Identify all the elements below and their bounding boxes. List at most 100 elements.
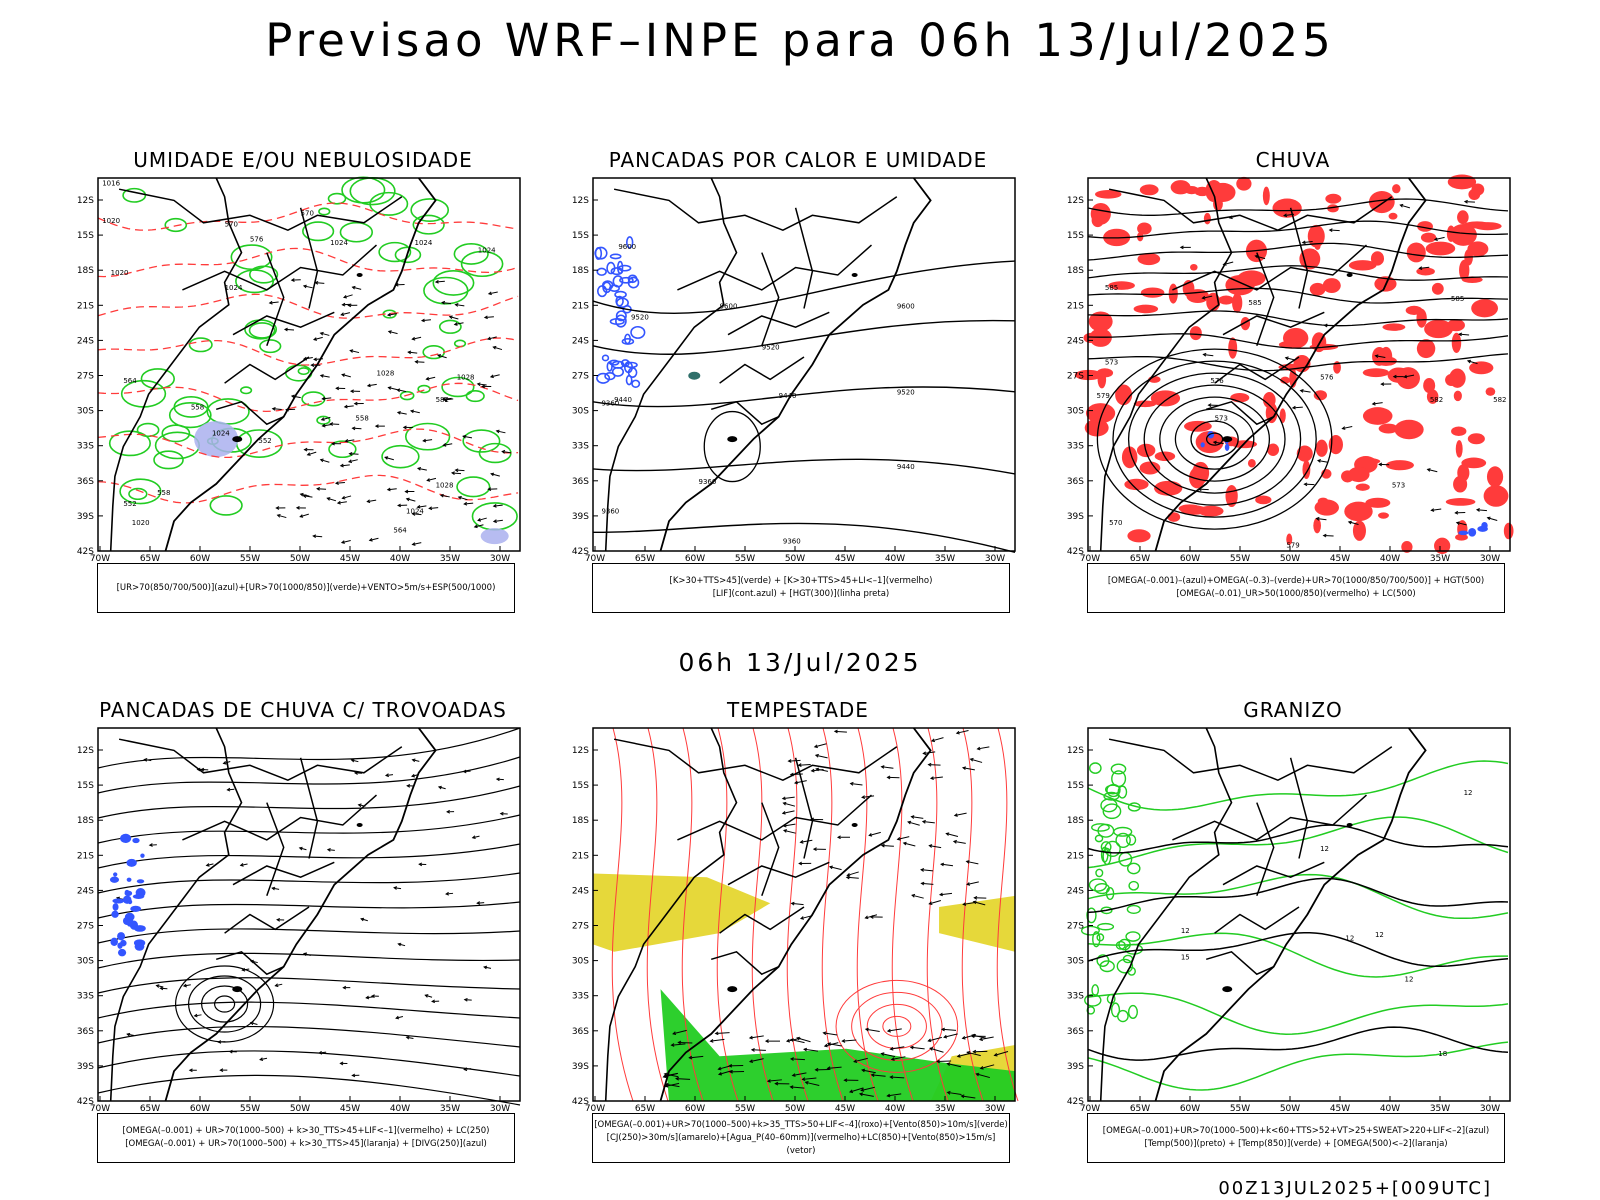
lat-tick-label: 21S [77, 851, 94, 861]
map-umidade: 1016 1020 1024 1020 1024 1024 1028 1028 1024 1024… [77, 176, 521, 564]
rain-red-area [1447, 319, 1465, 332]
contour-label: 558 [157, 489, 170, 497]
streamline-250 [213, 995, 236, 1013]
wind-vector [881, 1053, 896, 1058]
panel-granizo: GRANIZO 12 12 12 12 15 18 12 12 12S 15S 18S 21S 24S 2… [1058, 698, 1528, 1178]
wind-vector [940, 1027, 945, 1032]
wind-vector [352, 427, 362, 430]
wind-vector [384, 456, 389, 460]
wind-vector [966, 1051, 971, 1055]
wind-vector [421, 319, 431, 322]
temp850-green-contour [1092, 931, 1101, 948]
wind-vector [388, 387, 398, 391]
rain-red-area [1365, 497, 1391, 508]
wind-vector [671, 1043, 686, 1046]
streamline-arrow [405, 1035, 410, 1040]
rain-red-area [1453, 390, 1462, 402]
temp850-green-contour [1100, 906, 1113, 915]
wind-vector [942, 1028, 957, 1031]
wind-vector [962, 1034, 977, 1039]
east-coastline [659, 177, 932, 552]
wind-vector [783, 802, 796, 807]
wind-vector [492, 519, 497, 524]
wind-vector [749, 1035, 764, 1039]
temp850-green-contour [1094, 834, 1104, 843]
wind-vector [804, 1048, 819, 1052]
streamline-arrow [205, 863, 210, 867]
lat-tick-label: 12S [77, 196, 94, 206]
wind-vector [335, 386, 340, 391]
panel-title: GRANIZO [1243, 698, 1343, 722]
wind-vector [962, 902, 967, 906]
state-border [232, 861, 335, 886]
wind-vector [331, 441, 335, 446]
divergence-blue-area [117, 932, 126, 941]
lon-tick-label: 65W [140, 554, 160, 564]
wind-vector [865, 914, 878, 919]
streamline-arrow [397, 942, 402, 947]
wind-vector [300, 513, 309, 518]
wind850-green-area [660, 989, 1015, 1101]
lon-tick-label: 55W [240, 554, 260, 564]
rain-red-area [1127, 529, 1151, 543]
lagoon [727, 436, 738, 443]
streamline-arrow [1486, 516, 1491, 521]
wind-vector [493, 519, 503, 522]
legend-line: [CJ(250)>30m/s](amarelo)+[Agua_P(40–60mm… [606, 1132, 996, 1156]
rain-red-area [1370, 251, 1385, 266]
lagoon [232, 986, 243, 993]
lat-tick-label: 30S [77, 957, 94, 967]
wind-vector [341, 540, 351, 544]
divergence-blue-area [124, 912, 135, 922]
lat-tick-label: 42S [77, 1097, 94, 1107]
wind-vector [454, 468, 459, 473]
wind-vector [348, 451, 353, 456]
wind-vector [404, 489, 409, 494]
streamline-arrow [156, 985, 164, 988]
rain-red-area [1237, 270, 1266, 287]
thickness-red-dashed [97, 293, 519, 319]
lon-tick-label: 50W [1280, 1104, 1300, 1114]
streamline-arrow [155, 984, 160, 988]
streamline-arrow [276, 917, 281, 922]
streamline-arrow [200, 767, 205, 772]
wind-vector [929, 776, 934, 780]
streamline-arrow [499, 811, 504, 816]
west-coastline [109, 727, 243, 1102]
wind-vector [799, 840, 804, 844]
wind-vector [946, 1062, 951, 1066]
wind-vector [299, 492, 304, 497]
wind-vector [417, 505, 427, 508]
wind-vector [321, 416, 331, 421]
lif-blue-contour [621, 338, 635, 345]
lif-blue-contour [596, 267, 607, 276]
lon-tick-label: 65W [635, 1104, 655, 1114]
streamline-arrow [1323, 534, 1334, 537]
streamline-250 [97, 872, 521, 894]
wind-vector [774, 1081, 779, 1086]
map-frame [1087, 727, 1511, 1102]
lon-tick-label: 65W [1130, 554, 1150, 564]
wind-vector [921, 819, 926, 824]
wind-vector [965, 860, 970, 864]
rain-red-area [1344, 501, 1373, 522]
wind-vector [426, 376, 436, 380]
legend-box: [UR>70(850/700/500)](azul)+[UR>70(1000/8… [97, 563, 515, 613]
wind-vector [783, 823, 796, 827]
streamline-arrow [1212, 440, 1217, 445]
rain-blue-area [1224, 443, 1230, 451]
wind-vector [767, 1079, 782, 1082]
wind-vector [422, 438, 427, 443]
contour-label: 573 [1105, 359, 1118, 367]
lat-tick-label: 12S [77, 746, 94, 756]
temp850-green-contour [1126, 904, 1141, 915]
wind-vector [306, 452, 311, 456]
streamline-arrow [411, 758, 416, 763]
streamline-850 [882, 1015, 912, 1037]
rain-red-area [1392, 184, 1401, 194]
wind-vector [813, 744, 818, 749]
temp850-green-contour [1087, 992, 1509, 1035]
streamline-arrow [1400, 204, 1411, 209]
rain-red-area [1503, 522, 1514, 540]
rain-red-area [1347, 466, 1370, 483]
